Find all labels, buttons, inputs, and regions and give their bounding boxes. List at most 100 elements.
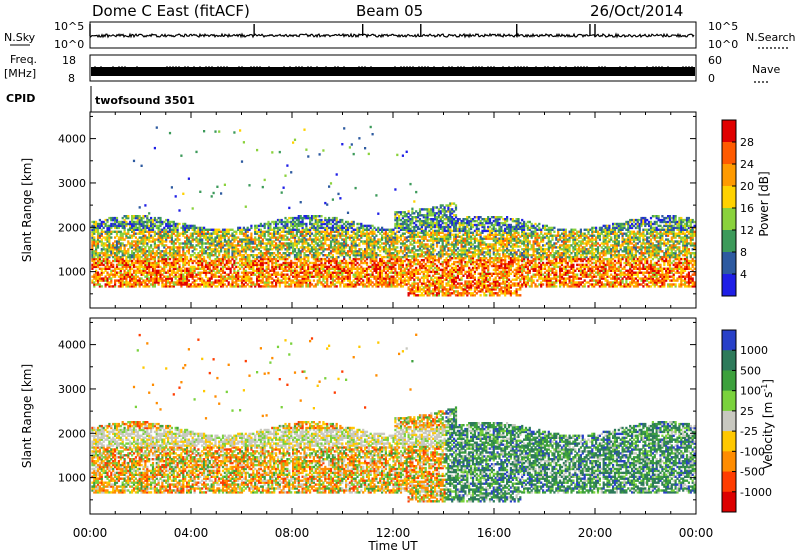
range-cell <box>350 246 353 249</box>
range-cell <box>265 279 268 282</box>
range-cell <box>314 254 317 257</box>
range-cell <box>157 220 160 224</box>
range-cell <box>278 150 281 154</box>
range-cell <box>314 236 317 239</box>
range-cell <box>420 282 423 285</box>
range-cell <box>305 254 308 257</box>
range-cell <box>318 215 321 218</box>
range-cell <box>138 265 141 269</box>
range-cell <box>424 245 427 248</box>
range-cell <box>324 222 327 226</box>
range-cell <box>424 208 427 211</box>
range-cell <box>335 230 338 233</box>
range-cell <box>91 281 94 284</box>
range-cell <box>417 288 420 291</box>
range-cell <box>257 244 261 247</box>
range-cell <box>417 241 420 244</box>
range-cell <box>388 277 391 280</box>
range-cell <box>401 220 404 224</box>
range-cell <box>288 220 291 224</box>
range-cell <box>172 281 175 284</box>
range-cell <box>293 254 297 257</box>
range-cell <box>322 279 325 282</box>
range-cell <box>333 216 336 220</box>
range-cell <box>148 212 151 215</box>
range-cell <box>337 242 340 245</box>
range-cell <box>119 250 122 253</box>
range-cell <box>235 246 238 249</box>
range-cell <box>174 250 177 253</box>
range-cell <box>432 292 435 295</box>
range-cell <box>371 238 374 241</box>
range-cell <box>352 285 355 288</box>
range-cell <box>382 281 386 284</box>
range-cell <box>254 263 257 267</box>
range-cell <box>409 264 412 268</box>
range-cell <box>191 271 194 274</box>
range-cell <box>293 277 297 280</box>
range-cell <box>161 236 164 239</box>
range-cell <box>324 226 327 230</box>
range-cell <box>437 257 440 260</box>
range-cell <box>161 267 164 270</box>
range-cell <box>301 216 304 220</box>
range-cell <box>117 261 120 265</box>
range-cell <box>288 261 291 265</box>
range-cell <box>273 226 276 230</box>
range-cell <box>362 230 365 233</box>
range-cell <box>91 240 94 243</box>
range-cell <box>271 257 274 261</box>
range-cell <box>299 230 302 233</box>
range-cell <box>91 234 94 237</box>
range-cell <box>369 125 372 129</box>
range-cell <box>430 257 433 260</box>
range-cell <box>239 232 242 235</box>
range-cell <box>127 263 130 267</box>
range-cell <box>220 238 223 241</box>
range-cell <box>309 281 312 284</box>
range-cell <box>204 283 208 286</box>
range-cell <box>250 240 253 243</box>
range-cell <box>138 271 141 274</box>
range-cell <box>134 240 137 243</box>
range-cell <box>280 273 283 276</box>
range-cell <box>396 271 399 274</box>
range-cell <box>328 234 331 237</box>
range-cell <box>231 228 234 231</box>
range-cell <box>267 230 270 233</box>
range-cell <box>295 277 298 280</box>
range-cell <box>248 263 251 267</box>
range-cell <box>360 224 363 228</box>
range-cell <box>295 222 298 226</box>
range-cell <box>229 244 232 247</box>
range-cell <box>119 234 122 237</box>
range-cell <box>119 259 122 263</box>
range-cell <box>186 238 189 241</box>
range-cell <box>227 240 230 243</box>
range-cell <box>140 252 143 255</box>
range-cell <box>413 282 416 285</box>
range-cell <box>254 273 257 276</box>
range-cell <box>428 245 431 248</box>
range-cell <box>316 248 319 251</box>
range-cell <box>411 251 414 254</box>
range-cell <box>286 273 289 276</box>
range-cell <box>146 267 149 270</box>
range-cell <box>265 222 268 226</box>
range-cell <box>295 254 298 257</box>
range-cell <box>396 254 399 257</box>
range-cell <box>384 267 387 270</box>
range-cell <box>221 234 225 237</box>
range-cell <box>316 269 319 272</box>
range-cell <box>96 255 100 259</box>
range-cell <box>134 220 137 224</box>
range-cell <box>187 252 190 255</box>
range-cell <box>356 269 359 272</box>
range-cell <box>91 250 94 253</box>
range-cell <box>212 261 215 265</box>
range-cell <box>299 281 302 284</box>
range-cell <box>182 252 185 255</box>
range-cell <box>165 283 168 286</box>
range-cell <box>339 197 342 200</box>
range-cell <box>140 269 143 272</box>
